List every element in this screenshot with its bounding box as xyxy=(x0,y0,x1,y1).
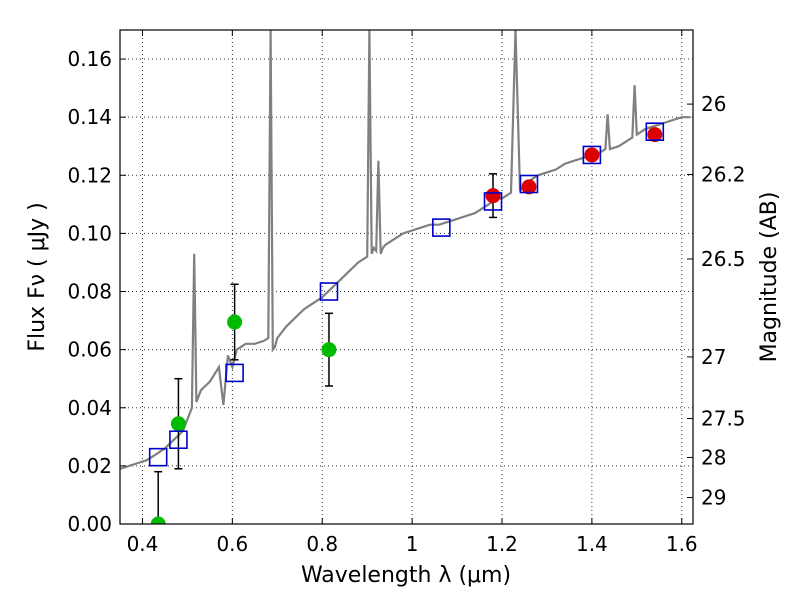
x-tick-label: 1 xyxy=(406,532,419,556)
y-tick-label: 0.02 xyxy=(67,454,112,478)
x-tick-label: 1.4 xyxy=(576,532,608,556)
observed-point xyxy=(321,342,336,357)
grid-layer xyxy=(120,30,693,524)
x-tick-label: 0.8 xyxy=(306,532,338,556)
x-tick-label: 0.6 xyxy=(216,532,248,556)
sed-chart: 0.4 0.6 0.8 1 1.2 1.4 1.6 0.00 0.02 0.04 0.06 0.08 0… xyxy=(0,0,800,600)
y-tick-label: 0.10 xyxy=(67,221,112,245)
right-tick-label: 27.5 xyxy=(701,407,746,431)
right-tick-label: 26.2 xyxy=(701,162,746,186)
x-tick-label: 1.2 xyxy=(486,532,518,556)
plot-frame xyxy=(120,30,693,524)
y-tick-label: 0.14 xyxy=(67,105,112,129)
y-axis-title: Flux Fν ( μJy ) xyxy=(25,202,50,351)
x-tick-label: 1.6 xyxy=(666,532,698,556)
observed-point xyxy=(227,315,242,330)
y-tick-label: 0.12 xyxy=(67,163,112,187)
model-sed-line xyxy=(120,30,691,469)
y-tick-label: 0.06 xyxy=(67,338,112,362)
x-axis-title: Wavelength λ (μm) xyxy=(301,563,511,588)
right-tick-label: 26.5 xyxy=(701,247,746,271)
y-tick-label: 0.00 xyxy=(67,512,112,536)
right-axis-title: Magnitude (AB) xyxy=(757,192,782,363)
right-tick-label: 28 xyxy=(701,445,726,469)
right-tick-label: 27 xyxy=(701,345,726,369)
right-tick-label: 26 xyxy=(701,92,726,116)
right-tick-label: 29 xyxy=(701,486,726,510)
x-tick-label: 0.4 xyxy=(127,532,159,556)
data-layer xyxy=(120,30,691,576)
y-tick-label: 0.16 xyxy=(67,47,112,71)
observed-point xyxy=(171,416,186,431)
ticks-layer: 0.4 0.6 0.8 1 1.2 1.4 1.6 0.00 0.02 0.04 0.06 0.08 0… xyxy=(67,30,745,556)
plot-area xyxy=(120,30,691,576)
y-tick-label: 0.04 xyxy=(67,396,112,420)
observed-point xyxy=(486,188,501,203)
model-photometry-point xyxy=(226,364,243,381)
y-tick-label: 0.08 xyxy=(67,280,112,304)
observed-point xyxy=(584,147,599,162)
